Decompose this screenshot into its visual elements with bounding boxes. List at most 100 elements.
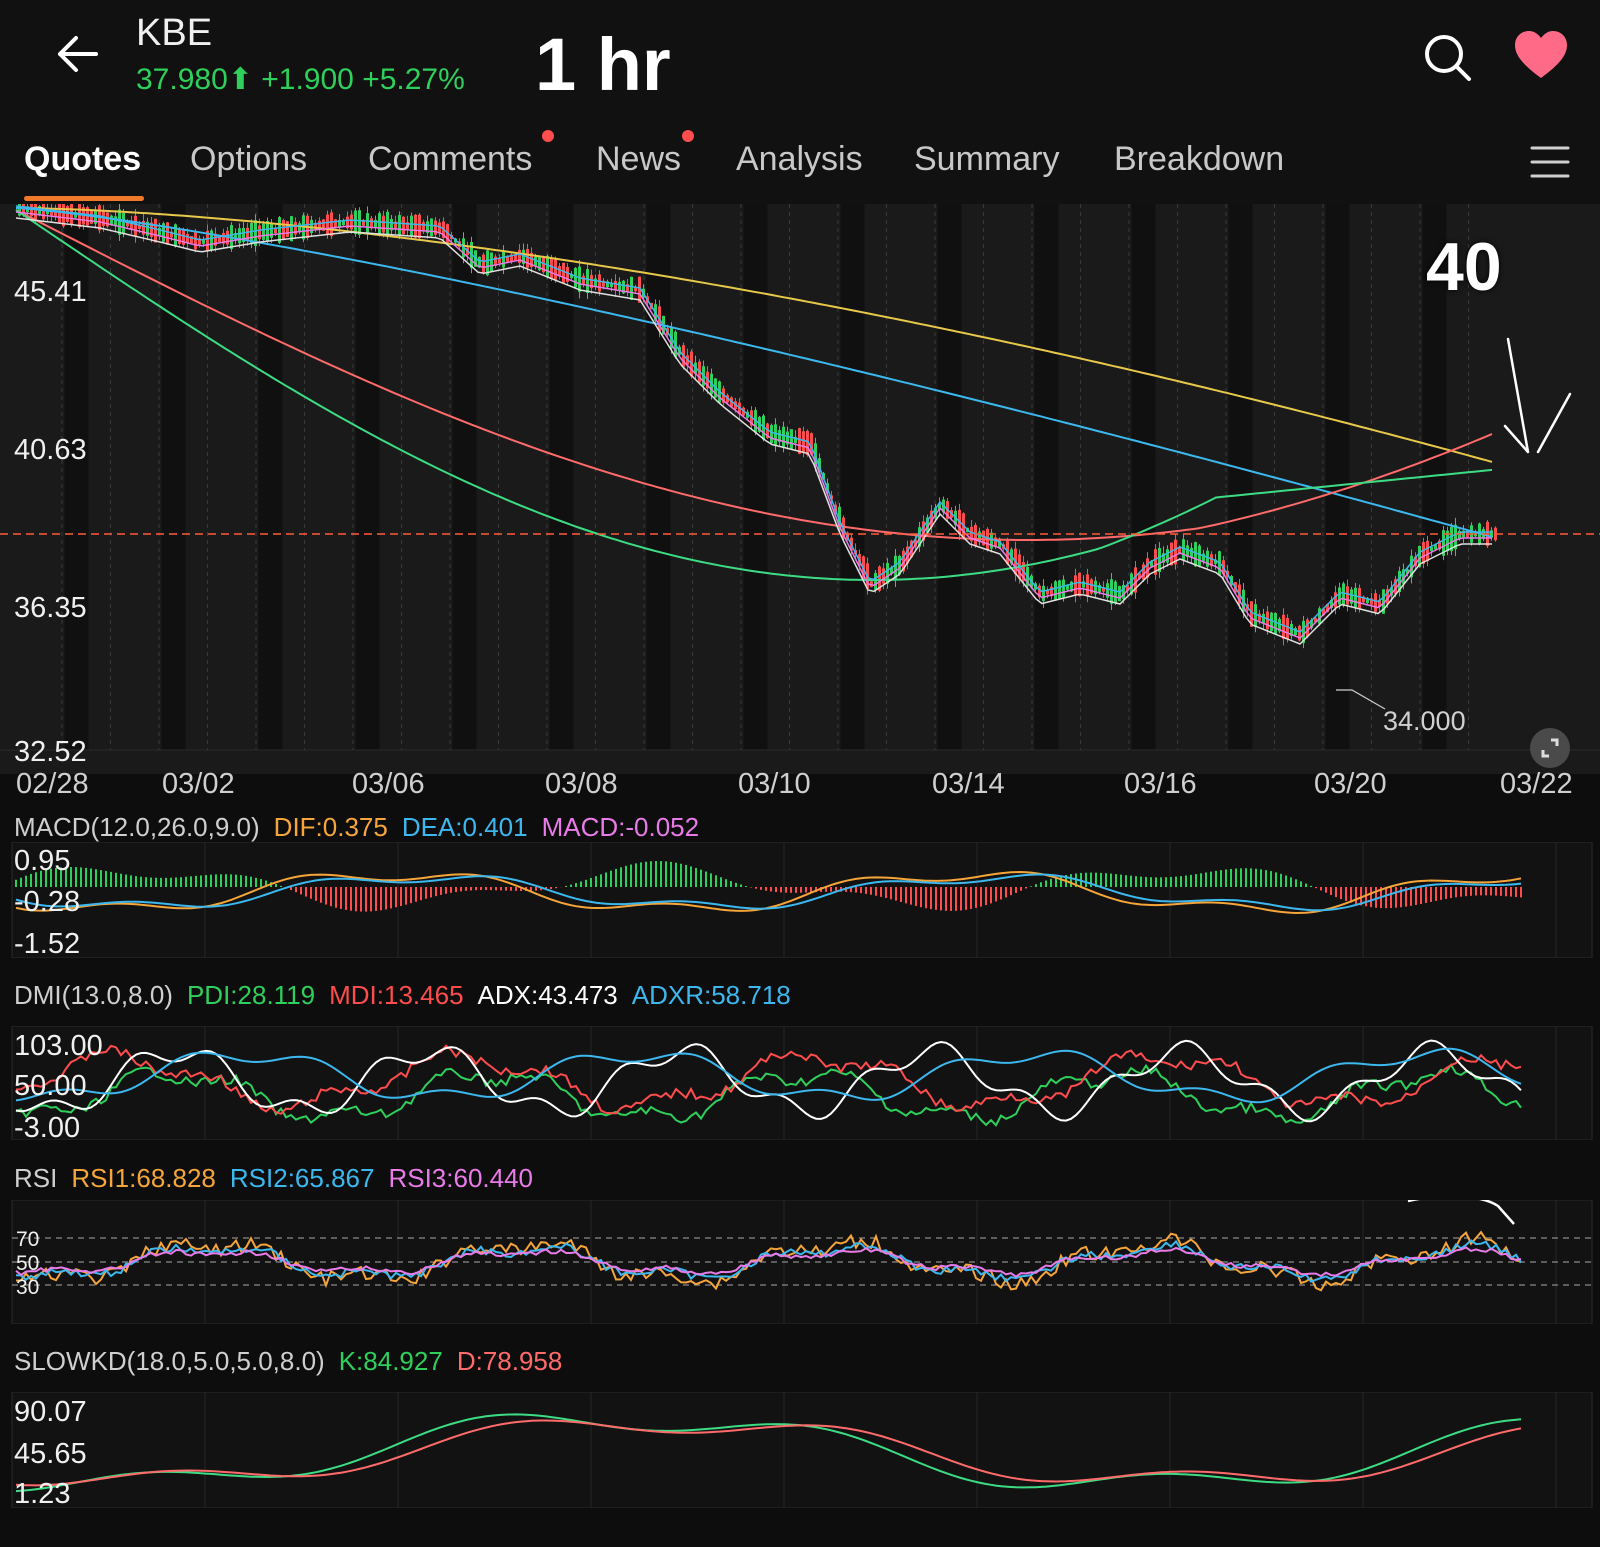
- expand-chart-icon[interactable]: [1530, 728, 1570, 768]
- candle-body: [514, 253, 517, 261]
- candle-body: [1390, 587, 1393, 596]
- slowkd-y-label: 1.23: [14, 1478, 71, 1510]
- session-band: [258, 204, 283, 750]
- candle-body: [262, 223, 265, 240]
- rsi-legend: RSI RSI1:68.828 RSI2:65.867 RSI3:60.440: [14, 1163, 547, 1194]
- candle-body: [1214, 559, 1217, 564]
- candle-body: [506, 255, 509, 262]
- ma-pink-line: [15, 211, 1492, 639]
- candle-body: [938, 503, 941, 511]
- candle-body: [482, 254, 485, 273]
- candle-body: [1090, 579, 1093, 594]
- candle-body: [602, 280, 605, 287]
- chart-background: [0, 204, 1600, 774]
- candle-body: [354, 210, 357, 235]
- candle-body: [58, 204, 61, 223]
- candle-body: [906, 546, 909, 564]
- candlestick-chart[interactable]: [0, 204, 1600, 774]
- candle-body: [254, 220, 257, 246]
- candle-body: [1138, 573, 1141, 579]
- candle-body: [1322, 608, 1325, 616]
- tab-quotes[interactable]: Quotes: [24, 140, 142, 178]
- candle-body: [1134, 567, 1137, 593]
- candle-body: [878, 566, 881, 591]
- macd-y-label: -1.52: [14, 928, 81, 960]
- candle-body: [202, 239, 205, 244]
- candle-body: [394, 221, 397, 229]
- tab-summary[interactable]: Summary: [914, 140, 1060, 178]
- tab-analysis[interactable]: Analysis: [736, 140, 863, 178]
- search-icon[interactable]: [1420, 30, 1474, 84]
- candle-body: [1078, 572, 1081, 597]
- candle-body: [598, 274, 601, 292]
- candle-body: [126, 221, 129, 227]
- dmi-adxr-line: [15, 1047, 1522, 1104]
- candle-body: [1066, 585, 1069, 590]
- candle-body: [934, 507, 937, 519]
- candle-body: [370, 218, 373, 229]
- candle-body: [122, 212, 125, 234]
- candle-body: [398, 215, 401, 236]
- candle-body: [130, 220, 133, 230]
- macd-chart[interactable]: [0, 842, 1600, 958]
- candle-body: [410, 215, 413, 237]
- candle-body: [1250, 601, 1253, 627]
- ma-cyan-line: [15, 207, 1493, 538]
- candle-body: [1266, 611, 1269, 630]
- candle-body: [186, 233, 189, 244]
- rsi-chart[interactable]: [0, 1200, 1600, 1324]
- candle-body: [982, 530, 985, 546]
- top-header: KBE 37.980⬆ +1.900 +5.27% 1 hr: [0, 0, 1600, 120]
- tab-news[interactable]: News: [596, 140, 682, 178]
- news-notification-dot: [682, 130, 694, 142]
- low-price-marker: 34.000: [1383, 706, 1466, 736]
- candle-body: [994, 537, 997, 547]
- comments-notification-dot: [542, 130, 554, 142]
- candle-body: [250, 223, 253, 245]
- dmi-chart[interactable]: [0, 1026, 1600, 1140]
- candle-body: [1398, 570, 1401, 593]
- candle-body: [518, 249, 521, 263]
- menu-icon[interactable]: [1528, 142, 1572, 182]
- candle-body: [158, 227, 161, 236]
- candle-body: [1182, 539, 1185, 561]
- candle-body: [638, 276, 641, 303]
- candle-body: [610, 282, 613, 288]
- candle-body: [570, 273, 573, 279]
- back-arrow-icon[interactable]: [52, 28, 104, 80]
- date-x-label: 03/14: [932, 768, 1005, 800]
- tab-comments[interactable]: Comments: [368, 140, 533, 178]
- candle-body: [970, 526, 973, 542]
- candle-body: [106, 212, 109, 227]
- candle-body: [430, 218, 433, 237]
- ma-red-line: [15, 209, 1493, 541]
- candle-body: [534, 256, 537, 267]
- candle-body: [214, 233, 217, 246]
- candle-body: [1278, 618, 1281, 632]
- slowkd-chart[interactable]: [0, 1392, 1600, 1508]
- tab-breakdown[interactable]: Breakdown: [1114, 140, 1285, 178]
- favorite-heart-icon[interactable]: [1512, 28, 1570, 82]
- candle-body: [1382, 589, 1385, 614]
- candle-body: [594, 278, 597, 287]
- candle-body: [998, 538, 1001, 549]
- candle-body: [630, 276, 633, 300]
- candle-body: [1130, 573, 1133, 595]
- low-marker-leader: [1336, 689, 1386, 710]
- candle-body: [438, 222, 441, 234]
- candle-body: [910, 540, 913, 558]
- candle-body: [510, 254, 513, 262]
- candle-body: [1162, 553, 1165, 563]
- candle-body: [778, 430, 781, 442]
- candle-body: [1418, 545, 1421, 568]
- candle-body: [1290, 623, 1293, 637]
- tab-options[interactable]: Options: [190, 140, 308, 178]
- candle-body: [1194, 542, 1197, 567]
- candle-body: [1270, 612, 1273, 632]
- candle-body: [1370, 598, 1373, 605]
- candle-body: [1106, 583, 1109, 598]
- candle-body: [146, 221, 149, 236]
- candle-body: [566, 266, 569, 282]
- candle-body: [178, 229, 181, 244]
- ticker-symbol: KBE: [136, 12, 213, 54]
